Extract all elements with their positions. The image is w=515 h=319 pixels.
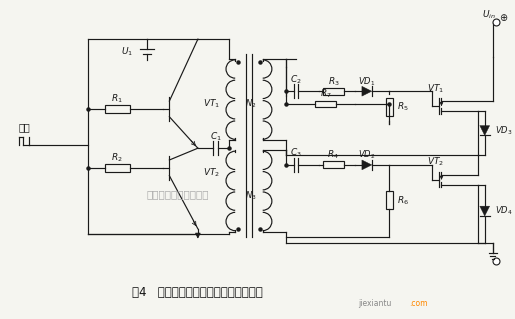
Text: 杭州将睿科技有限公司: 杭州将睿科技有限公司 <box>147 189 210 199</box>
Text: $VD_2$: $VD_2$ <box>358 149 375 161</box>
Text: ⊕: ⊕ <box>500 12 508 23</box>
Text: $VT_2$: $VT_2$ <box>203 167 220 179</box>
Text: $R_4$: $R_4$ <box>328 149 339 161</box>
Text: $R_3$: $R_3$ <box>328 75 339 88</box>
Text: 图4   新型的不对称半桥隔离驱动电路图: 图4 新型的不对称半桥隔离驱动电路图 <box>132 286 263 299</box>
Text: $R_2$: $R_2$ <box>111 152 123 164</box>
Text: $VT_1$: $VT_1$ <box>427 82 444 94</box>
Text: 脉冲: 脉冲 <box>18 122 30 133</box>
Polygon shape <box>362 86 372 96</box>
Polygon shape <box>480 206 490 216</box>
Text: $U_{in}$: $U_{in}$ <box>482 8 495 21</box>
Text: $C_1$: $C_1$ <box>210 130 221 143</box>
Text: $R_7$: $R_7$ <box>320 88 332 100</box>
Text: $N_3$: $N_3$ <box>245 189 256 202</box>
Text: $VT_1$: $VT_1$ <box>203 98 220 110</box>
Text: $VT_2$: $VT_2$ <box>427 156 444 168</box>
Text: $C_3$: $C_3$ <box>290 147 302 160</box>
Text: $U_1$: $U_1$ <box>121 46 133 58</box>
Text: $R_5$: $R_5$ <box>397 101 409 113</box>
Text: $VD_1$: $VD_1$ <box>358 75 375 88</box>
Bar <box>322 88 344 95</box>
Polygon shape <box>362 160 372 170</box>
Text: $C_2$: $C_2$ <box>290 73 302 86</box>
Bar <box>105 164 130 172</box>
Text: .com: .com <box>409 299 427 308</box>
Text: $R_1$: $R_1$ <box>111 93 123 105</box>
Text: $R_6$: $R_6$ <box>397 194 409 206</box>
Bar <box>386 98 393 116</box>
Text: $N_2$: $N_2$ <box>245 98 256 110</box>
Text: $VD_3$: $VD_3$ <box>494 124 512 137</box>
Polygon shape <box>480 126 490 136</box>
Text: jiexiantu: jiexiantu <box>358 299 391 308</box>
Text: $VD_4$: $VD_4$ <box>494 205 512 217</box>
Bar <box>105 105 130 113</box>
Bar <box>386 191 393 209</box>
Bar <box>322 161 344 168</box>
Bar <box>315 100 336 108</box>
